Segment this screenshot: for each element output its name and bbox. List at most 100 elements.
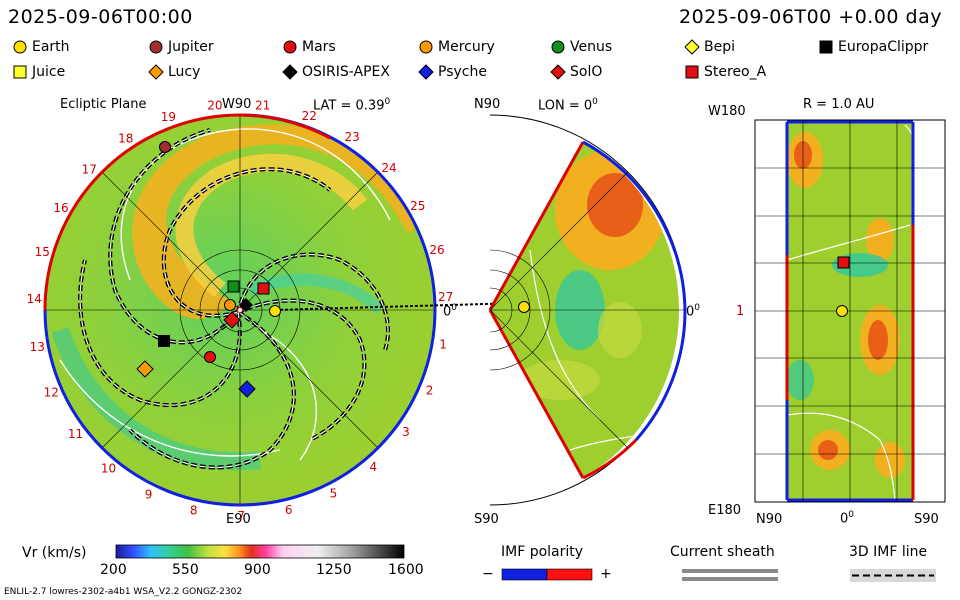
rotation-number: 13 (30, 340, 45, 354)
europa-clipper-marker (158, 335, 170, 347)
datetime-right: 2025-09-06T00 +0.00 day (679, 6, 942, 28)
rotation-number: 5 (330, 487, 338, 501)
earth-marker-meridional (518, 301, 530, 313)
circle-icon (419, 40, 433, 54)
footer-model-info: ENLIL-2.7 lowres-2302-a4b1 WSA_V2.2 GONG… (4, 587, 243, 597)
map-y-top: W180 (708, 104, 746, 119)
rotation-number: 11 (68, 427, 83, 441)
legend-label: Mercury (438, 39, 495, 55)
rotation-number: 23 (345, 130, 360, 144)
circle-icon (551, 40, 565, 54)
legend-item-mars: Mars (282, 39, 336, 55)
legend-item-stereo-a: Stereo_A (684, 64, 766, 80)
rotation-number: 20 (207, 99, 222, 113)
rotation-number: 16 (53, 201, 68, 215)
map-y-bottom: E180 (708, 503, 742, 518)
ecliptic-title: Ecliptic Plane (60, 97, 147, 112)
circle-icon (13, 40, 27, 54)
meridional-panel (488, 114, 687, 506)
vr-colorbar (115, 544, 405, 559)
legend-label: Psyche (438, 64, 487, 80)
rotation-number: 10 (101, 462, 116, 476)
map-panel (754, 119, 946, 503)
rotation-number: 3 (402, 425, 410, 439)
legend-item-juice: Juice (12, 64, 65, 80)
lon-label: LON = 00 (538, 97, 598, 114)
map-x-mid: 00 (840, 510, 855, 527)
legend-item-osiris-apex: OSIRIS-APEX (282, 64, 390, 80)
rotation-number: 18 (118, 132, 133, 146)
diamond-icon (418, 64, 434, 80)
ecliptic-markers (136, 141, 281, 398)
rotation-number: 24 (381, 161, 396, 175)
imf-minus: − (482, 566, 494, 582)
square-icon (685, 65, 699, 79)
ecliptic-top-label: W90 (222, 97, 252, 112)
meridional-bottom-label: S90 (474, 512, 499, 527)
rotation-number: 25 (410, 199, 425, 213)
lucy-marker (136, 360, 154, 378)
rotation-number: 12 (44, 386, 59, 400)
mars-marker (204, 351, 216, 363)
legend-item-psyche: Psyche (418, 64, 487, 80)
rotation-number-labels: 20 21222324252627123456789101112131415161… (27, 98, 454, 523)
square-icon (819, 40, 833, 54)
mercury-marker (224, 299, 236, 311)
rotation-number: 15 (35, 245, 50, 259)
ecliptic-right-label: 00 (443, 303, 458, 320)
rotation-number: 27 (438, 290, 453, 304)
earth-marker (269, 305, 281, 317)
rotation-number: 7 (237, 509, 245, 523)
rotation-number: 4 (369, 460, 377, 474)
legend-label: EuropaClippr (838, 39, 929, 55)
ecliptic-bottom-label: E90 (226, 512, 251, 527)
legend-item-europaclippr: EuropaClippr (818, 39, 928, 55)
rotation-number: 6 (285, 503, 293, 517)
solo-marker (223, 311, 241, 329)
circle-icon (283, 40, 297, 54)
datetime-left: 2025-09-06T00:00 (8, 6, 193, 28)
legend-label: Bepi (704, 39, 735, 55)
legend-item-jupiter: Jupiter (148, 39, 214, 55)
legend-item-venus: Venus (550, 39, 612, 55)
imf-line-symbol (850, 569, 936, 582)
legend-label: Mars (302, 39, 336, 55)
ecliptic-disk (43, 113, 521, 507)
circle-icon (149, 40, 163, 54)
rotation-number: 19 (161, 110, 176, 124)
meridional-right-label: 00 (686, 303, 701, 320)
rotation-number: 21 (255, 98, 270, 112)
rotation-number: 8 (190, 504, 198, 518)
legend-label: SolO (570, 64, 603, 80)
diamond-icon (684, 39, 700, 55)
earth-map-marker (836, 305, 848, 317)
colorbar-tick: 200 (100, 562, 127, 578)
imf-polarity-bar (501, 568, 593, 581)
current-sheath-symbol (682, 569, 778, 581)
stereo-a-map-marker (837, 256, 850, 269)
diamond-icon (550, 64, 566, 80)
rotation-number: 22 (302, 109, 317, 123)
rotation-number: 2 (426, 384, 434, 398)
diamond-icon (282, 64, 298, 80)
diamond-icon (148, 64, 164, 80)
psyche-marker (238, 380, 256, 398)
legend-item-bepi: Bepi (684, 39, 735, 55)
rotation-number: 17 (82, 163, 97, 177)
meridional-top-label: N90 (474, 97, 501, 112)
imf-line-label: 3D IMF line (849, 544, 928, 560)
map-x-right: S90 (914, 512, 939, 527)
legend-item-solo: SolO (550, 64, 602, 80)
colorbar-tick: 1250 (316, 562, 352, 578)
legend-item-lucy: Lucy (148, 64, 200, 80)
rotation-number: 1 (439, 338, 447, 352)
rotation-number: 9 (145, 488, 153, 502)
lat-label: LAT = 0.390 (313, 97, 391, 114)
colorbar-label: Vr (km/s) (22, 545, 87, 561)
jupiter-marker (159, 141, 171, 153)
imf-polarity-label: IMF polarity (501, 544, 584, 560)
legend-item-mercury: Mercury (418, 39, 495, 55)
square-icon (13, 65, 27, 79)
rotation-number: 14 (27, 292, 42, 306)
